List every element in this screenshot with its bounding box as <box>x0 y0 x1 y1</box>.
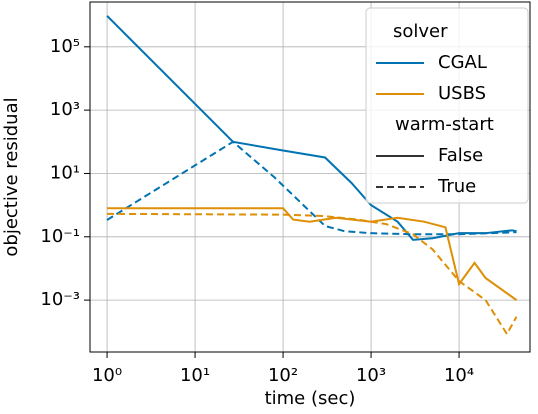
y-tick-label: 10⁻³ <box>40 289 80 310</box>
plot-frame <box>89 1 531 353</box>
x-tick-label: 10³ <box>356 365 386 386</box>
legend-label: USBS <box>438 83 486 104</box>
legend-label: False <box>438 145 483 166</box>
x-tick-label: 10⁴ <box>444 365 474 386</box>
legend-label: CGAL <box>438 52 487 73</box>
x-tick-label: 10¹ <box>180 365 210 386</box>
legend-title: solver <box>393 21 448 42</box>
legend-box <box>365 7 529 204</box>
y-tick-label: 10¹ <box>50 162 80 183</box>
series-line <box>107 207 518 301</box>
series-line <box>106 140 517 236</box>
legend: solver CGAL USBS warm-start False True <box>365 7 529 204</box>
series-line <box>107 212 518 336</box>
legend-title: warm-start <box>395 114 494 135</box>
x-tick-label: 10⁰ <box>92 365 122 386</box>
y-tick-label: 10³ <box>50 99 80 120</box>
legend-label: True <box>437 176 476 197</box>
y-axis-label: objective residual <box>1 97 22 256</box>
plot-area <box>106 15 518 336</box>
y-tick-label: 10⁵ <box>50 36 80 57</box>
x-tick-label: 10² <box>268 365 298 386</box>
y-tick-label: 10⁻¹ <box>40 226 80 247</box>
x-axis-label: time (sec) <box>265 388 356 409</box>
